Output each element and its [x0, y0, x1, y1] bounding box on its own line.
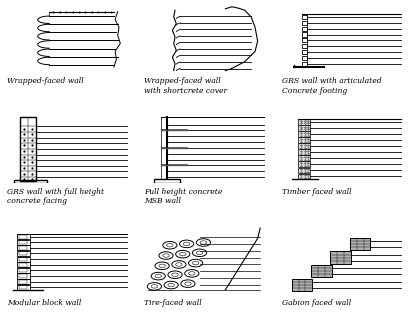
Bar [298, 119, 310, 125]
Bar [19, 251, 27, 255]
Bar [19, 274, 27, 278]
Text: Gabion faced wall: Gabion faced wall [281, 299, 351, 307]
Bar [298, 125, 310, 131]
Bar [350, 238, 370, 250]
Bar [19, 263, 27, 267]
Bar [19, 268, 27, 272]
Bar [14, 180, 47, 183]
Bar [17, 257, 30, 262]
Bar [302, 56, 307, 60]
Bar [330, 251, 351, 264]
Bar [17, 274, 30, 279]
Text: Wrapped-faced wall: Wrapped-faced wall [7, 77, 84, 85]
Text: GRS wall with full height
concrete facing: GRS wall with full height concrete facin… [7, 188, 104, 205]
Bar [298, 174, 310, 179]
Bar [19, 257, 27, 261]
Bar [298, 137, 310, 143]
Text: Wrapped-faced wall
with shortcrete cover: Wrapped-faced wall with shortcrete cover [144, 77, 227, 95]
Bar [17, 234, 30, 239]
Bar [17, 279, 30, 284]
Bar [19, 240, 27, 244]
Text: Full height concrete
MSB wall: Full height concrete MSB wall [144, 188, 222, 205]
Bar [19, 280, 27, 284]
Bar [302, 27, 307, 31]
Bar [19, 285, 27, 289]
Bar [302, 50, 307, 54]
Bar [298, 131, 310, 137]
Bar [298, 168, 310, 173]
Bar [302, 33, 307, 37]
Bar [20, 118, 36, 181]
Bar [298, 161, 310, 167]
Bar [19, 246, 27, 250]
Bar [302, 44, 307, 48]
Bar [19, 235, 27, 238]
Bar [154, 179, 180, 183]
Bar [17, 262, 30, 267]
Text: Tire-faced wall: Tire-faced wall [144, 299, 202, 307]
Text: Modular block wall: Modular block wall [7, 299, 81, 307]
Bar [17, 240, 30, 245]
Bar [298, 143, 310, 149]
Bar [17, 268, 30, 273]
Bar [302, 21, 307, 25]
Bar [292, 279, 312, 291]
Text: Timber faced wall: Timber faced wall [281, 188, 351, 196]
Bar [17, 245, 30, 250]
Bar [302, 38, 307, 42]
Bar [298, 155, 310, 161]
Bar [17, 285, 30, 290]
Bar [302, 62, 307, 66]
Text: GRS wall with articulated
Concrete footing: GRS wall with articulated Concrete footi… [281, 77, 381, 95]
Bar [311, 265, 332, 278]
Bar [302, 15, 307, 19]
Bar [298, 149, 310, 155]
Bar [17, 251, 30, 256]
